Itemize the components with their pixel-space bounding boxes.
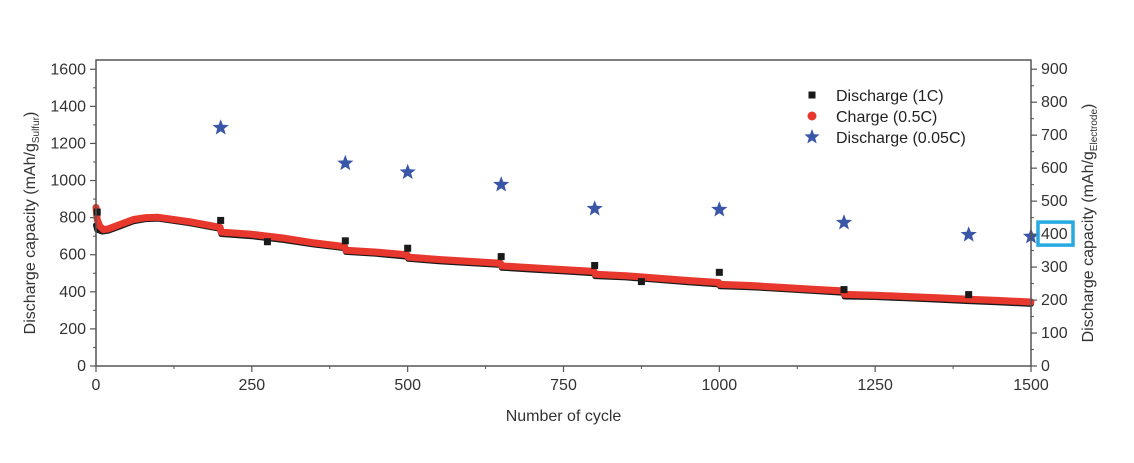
right-y-axis-title-main: Discharge capacity (mAh/g: [1080, 151, 1097, 342]
left-y-tick-label: 1200: [50, 135, 86, 152]
x-tick-label: 500: [394, 377, 421, 394]
discharge-1c-point: [840, 286, 848, 294]
discharge-005c-point: [835, 214, 853, 230]
discharge-005c-point: [212, 119, 229, 135]
axis-ticks: [90, 68, 1037, 372]
left-y-axis-title: Discharge capacity (mAh/gSulfur): [22, 112, 42, 335]
discharge-1c-point: [637, 278, 645, 286]
discharge-005c-point: [337, 154, 354, 171]
discharge-005c-point: [711, 201, 728, 217]
left-y-axis-title-main: Discharge capacity (mAh/g: [22, 143, 39, 334]
legend-discharge-005c-marker: [804, 129, 820, 144]
discharge-1c-point: [263, 238, 271, 246]
right-y-axis-title: Discharge capacity (mAh/gElectrode): [1080, 104, 1100, 343]
discharge-1c-point: [93, 208, 101, 216]
right-y-tick-label: 100: [1041, 325, 1068, 342]
plot-frame: [95, 59, 1032, 367]
legend-label: Charge (0.5C): [836, 109, 937, 126]
highlighted-tick-box: [1036, 220, 1075, 247]
left-y-axis-title-close: ): [22, 112, 39, 117]
discharge-1c-point: [497, 253, 505, 261]
right-y-tick-label: 800: [1041, 94, 1068, 111]
right-y-tick-label: 400: [1041, 226, 1068, 243]
right-y-tick-label: 600: [1041, 160, 1068, 177]
right-y-tick-label: 0: [1041, 358, 1050, 375]
x-tick-label: 1250: [857, 377, 893, 394]
right-y-tick-label: 500: [1041, 193, 1068, 210]
discharge-005c-point: [960, 226, 977, 242]
right-y-axis-title-subscript: Electrode: [1089, 109, 1100, 152]
left-y-tick-label: 0: [77, 358, 86, 375]
discharge-005c-point: [493, 176, 510, 192]
legend-discharge-1c-marker: [808, 91, 816, 99]
legend: Discharge (1C) Charge (0.5C) Discharge (0.…: [804, 88, 966, 147]
x-tick-label: 1500: [1013, 377, 1049, 394]
x-tick-label: 0: [92, 377, 101, 394]
discharge-1c-point: [965, 291, 973, 299]
left-y-tick-label: 600: [59, 247, 86, 264]
data-markers: [93, 119, 1040, 299]
legend-charge-05c-marker: [807, 111, 817, 121]
tick-labels: 0 250 500 750 1000 1250 1500020040060080010001…: [50, 61, 1075, 394]
discharge-1c-point: [217, 216, 225, 224]
discharge-005c-point: [399, 163, 416, 180]
right-y-axis-title-close: ): [1080, 104, 1097, 109]
left-y-tick-label: 200: [59, 321, 86, 338]
discharge-005c-point: [586, 200, 603, 216]
left-y-tick-label: 800: [59, 210, 86, 227]
data-bands: [92, 203, 1035, 307]
x-axis-title: Number of cycle: [506, 408, 622, 425]
left-y-tick-label: 1400: [50, 98, 86, 115]
right-y-tick-label: 700: [1041, 127, 1068, 144]
x-tick-label: 250: [238, 377, 265, 394]
x-tick-label: 1000: [702, 377, 738, 394]
left-y-tick-label: 400: [59, 284, 86, 301]
right-y-tick-label: 200: [1041, 292, 1068, 309]
x-tick-label: 750: [550, 377, 577, 394]
legend-label: Discharge (1C): [836, 88, 944, 105]
discharge-1c-point: [404, 244, 412, 252]
left-y-tick-label: 1600: [50, 61, 86, 78]
charge-05c-band: [92, 203, 1035, 306]
discharge-1c-point: [715, 268, 723, 276]
right-y-tick-label: 900: [1041, 61, 1068, 78]
discharge-1c-point: [341, 237, 349, 245]
discharge-1c-point: [591, 261, 599, 269]
legend-label: Discharge (0.05C): [836, 130, 966, 147]
left-y-tick-label: 1000: [50, 173, 86, 190]
left-y-axis-title-subscript: Sulfur: [31, 116, 42, 143]
right-y-tick-label: 300: [1041, 259, 1068, 276]
